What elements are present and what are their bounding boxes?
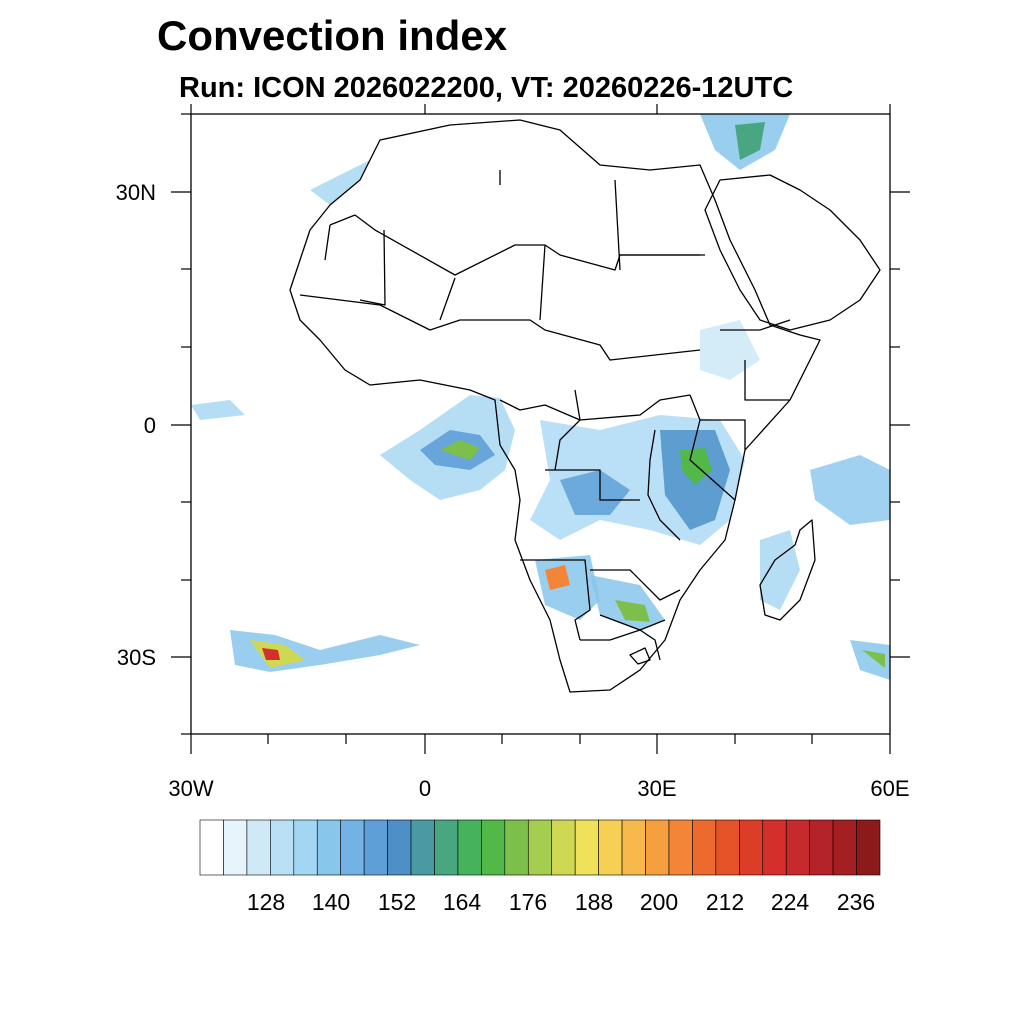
- lon-label-30w: 30W: [168, 776, 214, 801]
- convection-lake-victoria-peak: [680, 448, 712, 485]
- colorbar-swatch: [715, 819, 740, 876]
- convection-madagascar: [760, 530, 800, 610]
- colorbar-swatch: [692, 819, 717, 876]
- colorbar-swatch: [574, 819, 599, 876]
- colorbar-swatch: [270, 819, 295, 876]
- colorbar-swatch: [856, 819, 881, 876]
- border-drc-east: [545, 429, 681, 541]
- colorbar-label: 200: [639, 889, 679, 915]
- convection-indian-ocean-east: [810, 455, 890, 525]
- colorbar-swatch: [199, 819, 224, 876]
- chart-title: Convection index: [157, 12, 508, 59]
- colorbar-swatch: [457, 819, 482, 876]
- lat-label-equator: 0: [143, 413, 156, 438]
- convection-indian-ocean-south: [850, 640, 890, 680]
- colorbar-label: 236: [836, 889, 876, 915]
- convection-atlantic-west: [191, 400, 245, 420]
- colorbar-swatch: [293, 819, 318, 876]
- colorbar-swatch: [551, 819, 576, 876]
- border-sahara-north: [354, 214, 705, 276]
- convection-indian-ocean-south-core: [862, 650, 885, 668]
- colorbar-swatch: [316, 819, 341, 876]
- colorbar-swatch: [527, 819, 553, 876]
- madagascar-coastline: [759, 519, 816, 621]
- lat-label-30n: 30N: [115, 180, 156, 205]
- lon-label-60e: 60E: [870, 776, 910, 801]
- axis-ticks: [171, 104, 910, 754]
- colorbar-swatch: [387, 819, 412, 876]
- map-frame: [190, 113, 891, 735]
- arabia-coastline: [704, 174, 881, 331]
- africa-coastline: [289, 119, 821, 693]
- colorbar-label: 188: [574, 889, 614, 915]
- convection-field: [191, 114, 890, 680]
- colorbar-swatch: [832, 819, 857, 876]
- colorbar-swatch: [223, 819, 248, 876]
- colorbar-swatch: [504, 819, 529, 876]
- colorbar-label: 212: [705, 889, 745, 915]
- border-east-africa: [689, 394, 746, 501]
- convection-gulf-peak: [440, 440, 480, 460]
- colorbar-swatch: [621, 819, 646, 876]
- colorbar-label: 128: [246, 889, 286, 915]
- colorbar-label: 176: [508, 889, 548, 915]
- colorbar-swatch: [762, 819, 787, 876]
- lon-label-30e: 30E: [637, 776, 677, 801]
- colorbar-label: 164: [442, 889, 482, 915]
- border-egypt-sudan: [499, 170, 700, 271]
- colorbar-swatch: [598, 819, 623, 876]
- convection-south-atlantic-peak: [262, 648, 280, 660]
- colorbar-swatch: [363, 819, 388, 876]
- colorbar-swatch: [246, 819, 271, 876]
- colorbar-swatch: [809, 819, 834, 876]
- convection-congo-core: [560, 470, 630, 515]
- border-west-africa: [324, 214, 546, 321]
- convection-ethiopia: [700, 320, 760, 380]
- convection-namibia-peak: [545, 565, 570, 590]
- colorbar-swatch: [410, 819, 435, 876]
- run-subtitle: Run: ICON 2026022200, VT: 20260226-12UTC: [179, 72, 794, 104]
- colorbar-swatch: [645, 819, 670, 876]
- coastlines-and-borders: [289, 119, 881, 693]
- colorbar: [199, 819, 881, 876]
- border-central-africa: [499, 389, 691, 471]
- lon-label-0: 0: [418, 776, 432, 801]
- colorbar-swatch: [739, 819, 764, 876]
- convection-zimbabwe-core: [615, 600, 650, 622]
- lat-label-30s: 30S: [116, 645, 156, 670]
- colorbar-swatch: [340, 819, 365, 876]
- convection-morocco-atlantic: [310, 160, 370, 205]
- border-south-africa: [580, 629, 661, 665]
- colorbar-label: 152: [377, 889, 417, 915]
- border-sahel: [299, 294, 701, 361]
- colorbar-swatch: [481, 819, 506, 876]
- border-horn: [720, 319, 791, 401]
- colorbar-label: 224: [770, 889, 810, 915]
- convection-eastern-med-core: [735, 122, 765, 160]
- colorbar-swatch: [668, 819, 693, 876]
- colorbar-swatch: [434, 819, 459, 876]
- colorbar-swatch: [785, 819, 810, 876]
- colorbar-label: 140: [311, 889, 351, 915]
